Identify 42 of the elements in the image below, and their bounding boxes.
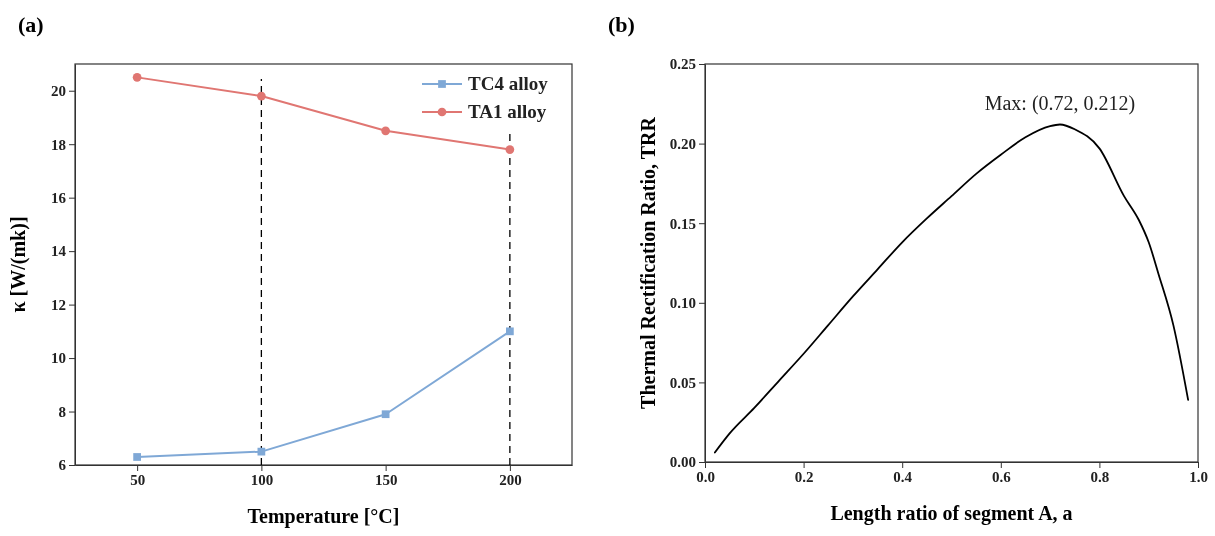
- y-tick-label: 10: [51, 350, 66, 367]
- x-axis-title: Temperature [°C]: [247, 505, 400, 528]
- point: [381, 126, 390, 136]
- x-tick-label: 0.2: [794, 468, 814, 485]
- y-tick-label: 0.15: [669, 215, 696, 232]
- chart-title: (a): [18, 12, 44, 37]
- y-tick-label: 0.25: [669, 56, 696, 73]
- x-tick-label: 1.0: [1189, 468, 1208, 485]
- y-tick-label: 0.20: [669, 135, 696, 152]
- x-tick-label: 100: [250, 471, 274, 488]
- point: [506, 327, 514, 336]
- point: [381, 410, 390, 419]
- y-axis-title: κ [W/(mk)]: [7, 216, 30, 313]
- y-tick-label: 0.10: [669, 295, 696, 312]
- x-axis-title: Length ratio of segment A, a: [830, 502, 1073, 525]
- x-tick-label: 50: [130, 471, 146, 488]
- y-tick-label: 0.00: [669, 454, 696, 471]
- y-tick-label: 18: [51, 136, 66, 153]
- point: [133, 453, 141, 461]
- x-tick-label: 0.8: [1090, 468, 1110, 485]
- y-tick-label: 8: [58, 403, 66, 420]
- x-tick-label: 0.6: [991, 468, 1012, 485]
- x-tick-label: 0.4: [893, 468, 913, 485]
- y-tick-label: 12: [51, 296, 66, 313]
- x-tick-label: 150: [374, 471, 398, 488]
- point: [132, 73, 142, 82]
- legend-label: TA1 alloy: [468, 101, 547, 122]
- y-tick-label: 0.05: [669, 374, 696, 391]
- legend-label: TC4 alloy: [468, 73, 549, 94]
- point: [505, 145, 515, 154]
- x-tick-label: 0.0: [696, 468, 715, 485]
- line-series: [713, 123, 1190, 454]
- point: [257, 447, 266, 456]
- y-tick-label: 14: [51, 243, 67, 260]
- y-tick-label: 16: [51, 189, 67, 206]
- y-axis-title: Thermal Rectification Ratio, TRR: [637, 116, 659, 409]
- y-tick-label: 20: [51, 83, 66, 100]
- point: [257, 91, 266, 101]
- y-tick-label: 6: [58, 457, 67, 474]
- chart-title: (b): [608, 12, 635, 37]
- x-tick-label: 200: [499, 471, 522, 488]
- annotation: Max: (0.72, 0.212): [984, 92, 1136, 116]
